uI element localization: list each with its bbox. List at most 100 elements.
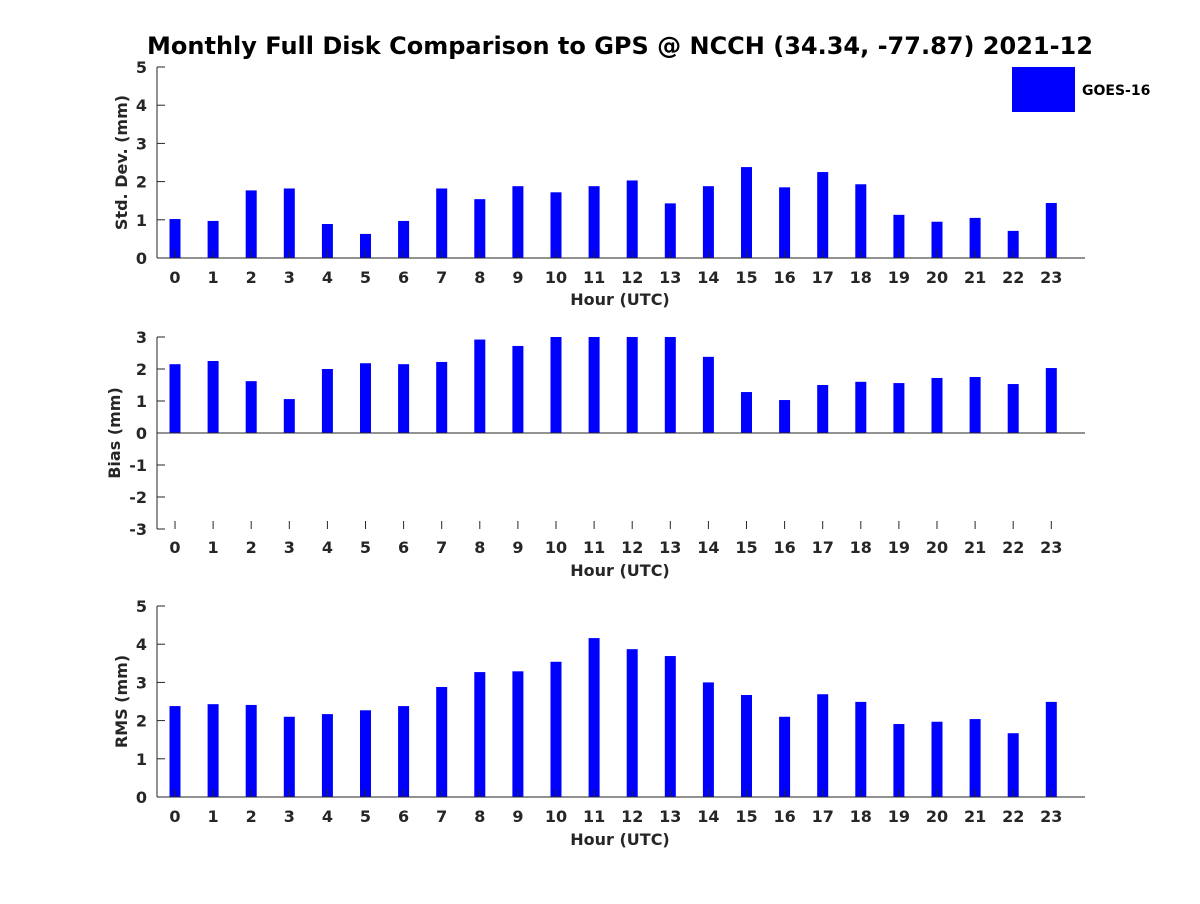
- bar-hour-22: [1007, 733, 1019, 797]
- y-tick-label: 2: [136, 173, 147, 192]
- x-tick-label: 16: [773, 807, 795, 826]
- y-tick-label: 5: [136, 597, 147, 616]
- bar-hour-19: [893, 383, 905, 433]
- bar-hour-4: [321, 369, 333, 433]
- x-tick-label: 9: [512, 268, 523, 287]
- x-tick-label: 2: [246, 268, 257, 287]
- x-tick-label: 5: [360, 538, 371, 557]
- bar-hour-0: [169, 364, 181, 433]
- x-axis-label: Hour (UTC): [570, 561, 670, 580]
- bar-hour-13: [664, 337, 676, 433]
- bar-hour-17: [817, 694, 829, 797]
- bar-hour-23: [1045, 701, 1057, 797]
- x-tick-label: 8: [474, 268, 485, 287]
- bar-hour-14: [702, 356, 714, 433]
- y-tick-label: 3: [136, 673, 147, 692]
- y-tick-label: 2: [136, 712, 147, 731]
- x-tick-label: 20: [926, 538, 948, 557]
- x-tick-label: 11: [583, 268, 605, 287]
- bar-hour-11: [588, 638, 600, 797]
- bar-hour-14: [702, 682, 714, 797]
- bar-hour-4: [321, 224, 333, 258]
- x-tick-label: 17: [812, 807, 834, 826]
- bar-hour-13: [664, 203, 676, 258]
- x-tick-label: 12: [621, 807, 643, 826]
- legend: GOES-16: [1012, 67, 1150, 112]
- bar-hour-2: [245, 381, 257, 433]
- x-tick-label: 23: [1040, 807, 1062, 826]
- x-tick-label: 3: [284, 807, 295, 826]
- x-tick-label: 6: [398, 807, 409, 826]
- bar-hour-2: [245, 704, 257, 797]
- y-axis-label: Std. Dev. (mm): [112, 95, 131, 230]
- x-tick-label: 16: [773, 538, 795, 557]
- bar-hour-12: [626, 649, 638, 797]
- x-tick-label: 23: [1040, 538, 1062, 557]
- x-tick-label: 21: [964, 538, 986, 557]
- y-tick-label: -1: [129, 456, 147, 475]
- x-tick-label: 3: [284, 268, 295, 287]
- bar-hour-18: [855, 184, 867, 258]
- x-tick-label: 22: [1002, 807, 1024, 826]
- x-tick-label: 11: [583, 807, 605, 826]
- x-tick-label: 5: [360, 807, 371, 826]
- bar-hour-14: [702, 186, 714, 258]
- bar-hour-23: [1045, 368, 1057, 433]
- x-tick-label: 11: [583, 538, 605, 557]
- x-tick-label: 17: [812, 538, 834, 557]
- y-tick-label: 5: [136, 58, 147, 77]
- x-tick-label: 3: [284, 538, 295, 557]
- bar-hour-15: [741, 695, 752, 797]
- x-tick-label: 1: [208, 807, 219, 826]
- bar-hour-7: [436, 361, 448, 433]
- bar-hour-6: [398, 706, 410, 797]
- bar-hour-19: [893, 724, 905, 797]
- bar-hour-18: [855, 701, 867, 797]
- bar-hour-8: [474, 339, 486, 433]
- x-tick-label: 7: [436, 538, 447, 557]
- y-tick-label: 0: [136, 424, 147, 443]
- bar-hour-15: [741, 392, 752, 433]
- bar-hour-7: [436, 686, 448, 797]
- bar-hour-6: [398, 220, 410, 258]
- bar-hour-3: [283, 188, 295, 258]
- x-tick-label: 13: [659, 538, 681, 557]
- x-tick-label: 1: [208, 268, 219, 287]
- bar-hour-2: [245, 190, 257, 258]
- x-tick-label: 18: [850, 538, 872, 557]
- x-tick-label: 22: [1002, 538, 1024, 557]
- legend-label: GOES-16: [1082, 83, 1150, 99]
- x-tick-label: 18: [850, 807, 872, 826]
- y-tick-label: 1: [136, 392, 147, 411]
- bar-hour-5: [360, 233, 371, 258]
- x-tick-label: 0: [169, 807, 180, 826]
- bar-hour-20: [931, 221, 943, 258]
- x-axis-label: Hour (UTC): [570, 830, 670, 849]
- y-tick-label: 0: [136, 788, 147, 807]
- x-tick-label: 21: [964, 268, 986, 287]
- x-tick-label: 4: [322, 538, 333, 557]
- x-tick-label: 1: [208, 538, 219, 557]
- bar-hour-15: [741, 167, 752, 258]
- y-tick-label: 4: [136, 96, 147, 115]
- x-tick-label: 15: [735, 538, 757, 557]
- bar-hour-21: [969, 719, 981, 797]
- x-tick-label: 2: [246, 538, 257, 557]
- bar-hour-8: [474, 199, 486, 258]
- bar-hour-4: [321, 714, 333, 797]
- y-axis-label: RMS (mm): [112, 655, 131, 748]
- x-tick-label: 13: [659, 268, 681, 287]
- x-tick-label: 8: [474, 807, 485, 826]
- y-tick-label: 3: [136, 134, 147, 153]
- x-tick-label: 21: [964, 807, 986, 826]
- bar-hour-16: [779, 400, 791, 433]
- bar-hour-10: [550, 192, 562, 258]
- bar-hour-9: [512, 345, 524, 433]
- bar-hour-0: [169, 706, 181, 797]
- bar-hour-3: [283, 399, 295, 433]
- x-tick-label: 23: [1040, 268, 1062, 287]
- bar-hour-18: [855, 381, 867, 433]
